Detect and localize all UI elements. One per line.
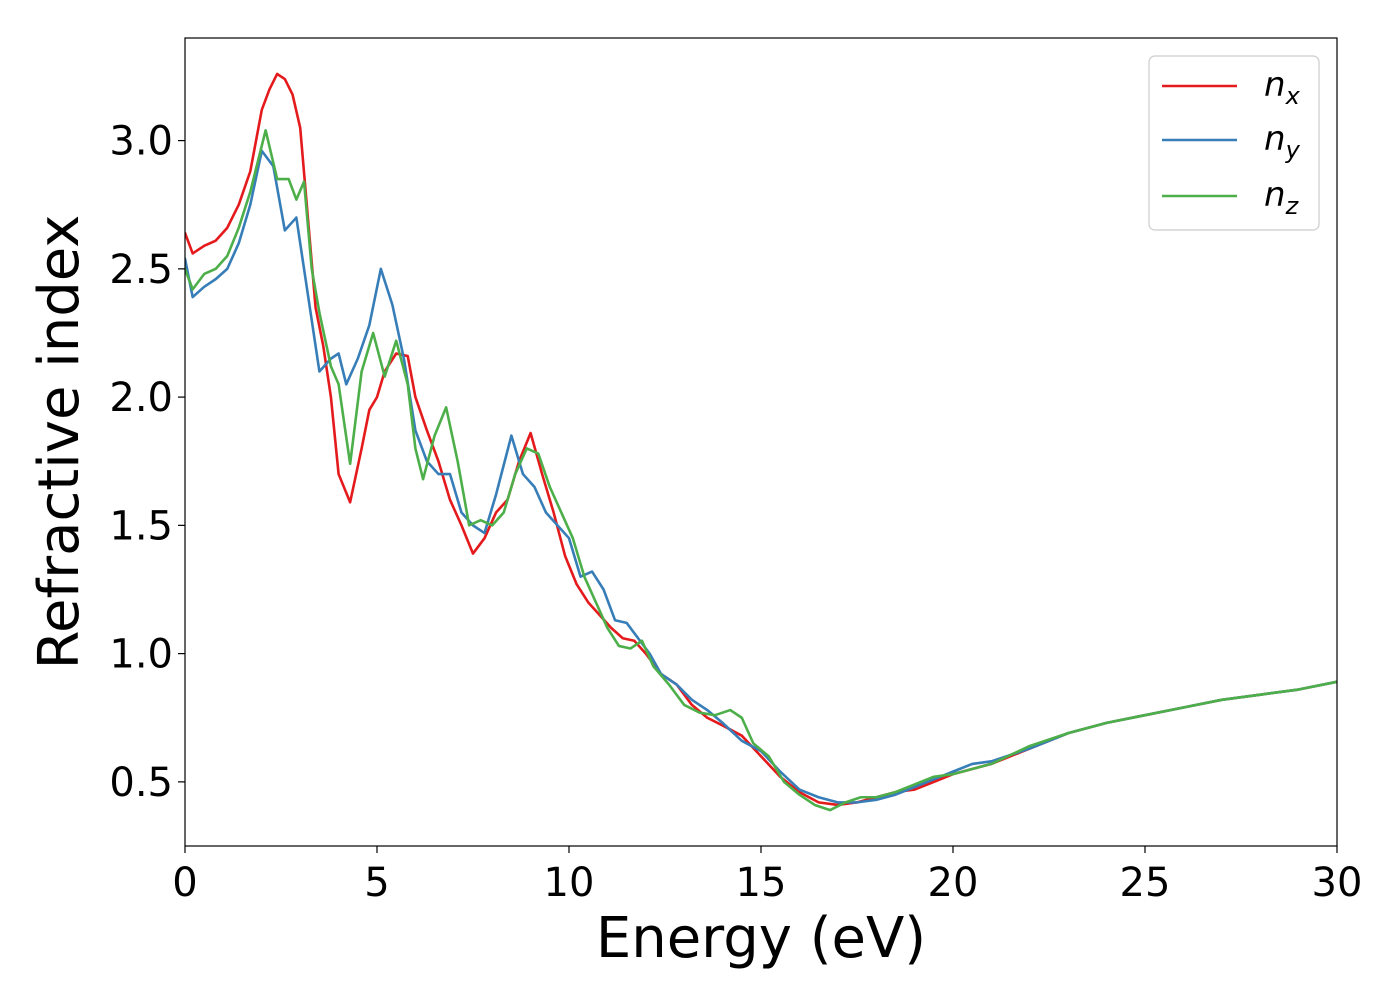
x-axis-label: Energy (eV) <box>596 906 926 971</box>
legend-label-y: ny <box>1264 119 1301 164</box>
series-line-x <box>185 72 1337 807</box>
x-tick-label: 5 <box>364 860 389 906</box>
x-axis-ticks: 0 5 10 15 20 25 30 <box>172 846 1362 906</box>
y-tick-label: 1.5 <box>109 503 173 549</box>
legend-entries: nx ny nz <box>1162 65 1301 220</box>
legend-label-z: nz <box>1264 175 1300 220</box>
x-tick-label: 20 <box>928 860 979 906</box>
x-tick-label: 25 <box>1120 860 1171 906</box>
x-tick-label: 10 <box>544 860 595 906</box>
y-axis-ticks: 0.5 1.0 1.5 2.0 2.5 3.0 <box>109 119 185 806</box>
y-tick-label: 2.0 <box>109 375 173 421</box>
series-line-z <box>185 129 1337 812</box>
y-tick-label: 0.5 <box>109 760 173 806</box>
x-tick-label: 30 <box>1312 860 1363 906</box>
series-line-y <box>185 149 1337 804</box>
y-tick-label: 2.5 <box>109 247 173 293</box>
y-tick-label: 3.0 <box>109 119 173 165</box>
y-tick-label: 1.0 <box>109 632 173 678</box>
legend: nx ny nz <box>1148 55 1320 231</box>
legend-box <box>1148 55 1320 231</box>
legend-label-x: nx <box>1264 65 1301 110</box>
x-tick-label: 15 <box>736 860 787 906</box>
series-layer <box>185 72 1337 812</box>
x-tick-label: 0 <box>172 860 197 906</box>
y-axis-label: Refractive index <box>27 215 92 670</box>
